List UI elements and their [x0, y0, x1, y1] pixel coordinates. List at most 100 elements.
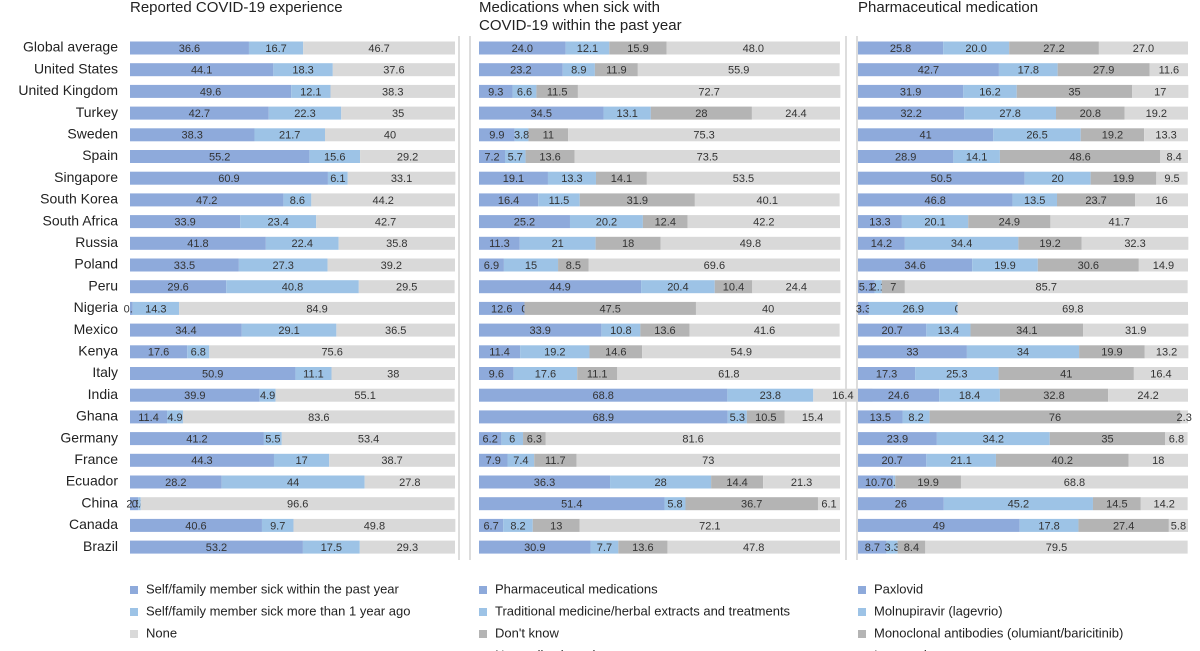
data-label: 29.1	[278, 325, 299, 337]
bar-segment	[558, 258, 589, 272]
bar-segment	[140, 497, 455, 511]
bar-segment	[303, 41, 455, 55]
legend-label: No medication taken	[495, 647, 614, 651]
bar-segment	[130, 236, 266, 250]
bar-segment	[858, 215, 902, 229]
bar-segment	[1056, 106, 1125, 120]
data-label: 3.3	[885, 542, 900, 554]
bar-segment	[1057, 63, 1150, 77]
data-label: 36.5	[385, 325, 406, 337]
data-label: 16.7	[265, 43, 286, 55]
data-label: 14.2	[871, 238, 892, 250]
bar-segment	[327, 171, 348, 185]
data-label: 4.9	[260, 390, 275, 402]
bar-segment	[325, 128, 455, 142]
bar-segment	[1050, 215, 1188, 229]
data-label: 40.2	[1052, 455, 1073, 467]
bar-segment	[263, 432, 282, 446]
legend-label: Pharmaceutical medications	[495, 581, 658, 596]
data-label: 10.5	[755, 412, 776, 424]
data-label: 13.6	[654, 325, 675, 337]
bar-segment	[687, 215, 840, 229]
bar-segment	[711, 475, 764, 489]
bar-segment	[1024, 171, 1091, 185]
bar-segment	[936, 432, 1050, 446]
bar-segment	[660, 236, 841, 250]
data-label: 6.1	[821, 499, 836, 511]
legend-swatch	[130, 630, 138, 638]
data-label: 12.1	[577, 43, 598, 55]
bar-segment	[1016, 84, 1133, 98]
category-label: Russia	[75, 234, 118, 250]
data-label: 19.2	[544, 347, 565, 359]
data-label: 34.6	[904, 260, 925, 272]
bar-segment	[479, 432, 502, 446]
data-label: 19.9	[917, 477, 938, 489]
bar-segment	[130, 258, 239, 272]
data-label: 24.4	[786, 282, 807, 294]
data-label: 73.5	[697, 151, 718, 163]
data-label: 50.9	[202, 368, 223, 380]
data-label: 68.8	[1064, 477, 1085, 489]
data-label: 33.1	[391, 173, 412, 185]
bar-segment	[1180, 410, 1188, 424]
bar-segment	[970, 323, 1084, 337]
bar-segment	[507, 453, 535, 467]
bar-segment	[327, 258, 455, 272]
bar-segment	[1135, 193, 1188, 207]
bar-segment	[893, 475, 896, 489]
bar-segment	[293, 518, 456, 532]
bar-segment	[689, 323, 840, 337]
bar-segment	[479, 150, 505, 163]
bar-segment	[858, 150, 954, 163]
data-label: 24.2	[1137, 390, 1158, 402]
bar-segment	[858, 388, 940, 402]
data-label: 38.3	[382, 86, 403, 98]
data-label: 27.3	[273, 260, 294, 272]
data-label: 29.6	[167, 282, 188, 294]
data-label: 6.8	[191, 347, 206, 359]
bar-segment	[479, 63, 563, 77]
data-label: 40	[762, 303, 774, 315]
bar-segment	[513, 367, 578, 380]
data-label: 79.5	[1046, 542, 1067, 554]
data-label: 28.9	[895, 151, 916, 163]
data-label: 13.3	[1155, 130, 1176, 142]
data-label: 9.3	[488, 86, 503, 98]
bar-segment	[359, 540, 455, 554]
data-label: 84.9	[306, 303, 327, 315]
bar-segment	[283, 193, 312, 207]
data-label: 76	[1049, 412, 1061, 424]
data-label: 8.7	[865, 542, 880, 554]
data-label: 22.4	[292, 238, 313, 250]
bar-segment	[302, 540, 360, 554]
bar-segment	[316, 215, 455, 229]
data-label: 42.7	[375, 217, 396, 229]
bar-segment	[993, 128, 1081, 142]
data-label: 14.3	[145, 303, 166, 315]
bar-segment	[501, 432, 524, 446]
bar-segment	[858, 193, 1013, 207]
bar-segment	[503, 518, 533, 532]
data-label: 9.9	[489, 130, 504, 142]
bar-segment	[130, 301, 133, 315]
data-label: 7.4	[513, 455, 528, 467]
bar-segment	[966, 345, 1080, 359]
bar-segment	[763, 475, 840, 489]
data-label: 21	[552, 238, 564, 250]
bar-segment	[479, 171, 548, 185]
category-label: Ghana	[76, 408, 118, 424]
data-label: 69.8	[1062, 303, 1083, 315]
data-label: 14.1	[611, 173, 632, 185]
bar-segment	[265, 236, 339, 250]
data-label: 11.5	[547, 86, 568, 98]
bar-segment	[858, 236, 905, 250]
data-label: 33.9	[174, 217, 195, 229]
data-label: 49.8	[364, 520, 385, 532]
category-label: United Kingdom	[18, 82, 118, 98]
data-label: 13.3	[869, 217, 890, 229]
data-label: 19.2	[1102, 130, 1123, 142]
data-label: 23.9	[887, 434, 908, 446]
bar-segment	[273, 453, 330, 467]
bar-segment	[1098, 41, 1188, 55]
